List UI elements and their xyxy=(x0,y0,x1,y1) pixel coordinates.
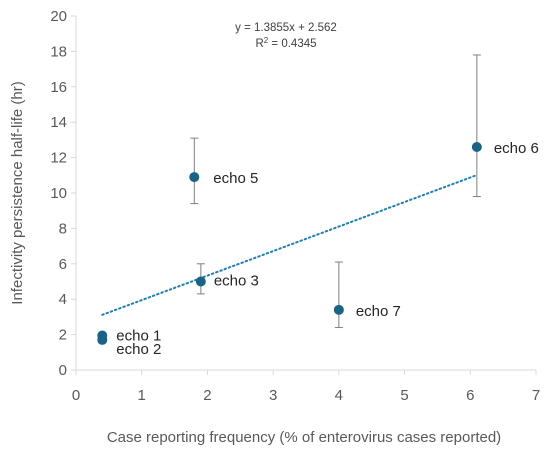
x-tick-label: 2 xyxy=(203,387,211,404)
y-tick-label: 12 xyxy=(50,150,67,167)
x-tick-label: 7 xyxy=(532,387,540,404)
y-tick-label: 6 xyxy=(59,256,67,273)
data-point xyxy=(97,334,108,345)
y-tick-label: 16 xyxy=(50,79,67,96)
y-tick-label: 20 xyxy=(50,8,67,25)
y-tick-label: 18 xyxy=(50,43,67,60)
y-tick-label: 4 xyxy=(59,291,67,308)
r2-label: R xyxy=(255,38,263,50)
y-tick-label: 10 xyxy=(50,185,67,202)
data-points xyxy=(97,141,482,345)
trendline xyxy=(101,174,478,316)
x-tick-label: 3 xyxy=(269,387,277,404)
y-tick-label: 8 xyxy=(59,220,67,237)
x-tick-label: 4 xyxy=(335,387,343,404)
data-point xyxy=(189,172,200,183)
data-point xyxy=(333,304,344,315)
x-tick-label: 5 xyxy=(400,387,408,404)
r2-superscript: 2 xyxy=(264,36,269,45)
point-label: echo 6 xyxy=(494,140,539,157)
trendline-equation: y = 1.3855x + 2.562 xyxy=(235,22,337,34)
x-tick-label: 0 xyxy=(72,387,80,404)
trendline-r-squared: R2 = 0.4345 xyxy=(255,36,316,50)
x-axis-title: Case reporting frequency (% of enterovir… xyxy=(107,429,501,446)
point-label: echo 2 xyxy=(116,341,161,358)
r2-value: = 0.4345 xyxy=(268,38,316,50)
point-label: echo 3 xyxy=(214,273,259,290)
x-tick-label: 1 xyxy=(138,387,146,404)
y-tick-label: 14 xyxy=(50,114,67,131)
axes xyxy=(71,15,537,375)
trendline-group xyxy=(101,174,478,316)
point-label: echo 7 xyxy=(356,303,401,320)
data-point xyxy=(471,141,482,152)
y-tick-label: 2 xyxy=(59,327,67,344)
error-bars xyxy=(190,54,481,329)
point-label: echo 1 xyxy=(116,327,161,344)
point-label: echo 5 xyxy=(213,170,258,187)
y-axis-title: Infectivity persistence half-life (hr) xyxy=(9,81,26,304)
x-tick-label: 6 xyxy=(466,387,474,404)
y-tick-label: 0 xyxy=(59,362,67,379)
data-point xyxy=(195,276,206,287)
